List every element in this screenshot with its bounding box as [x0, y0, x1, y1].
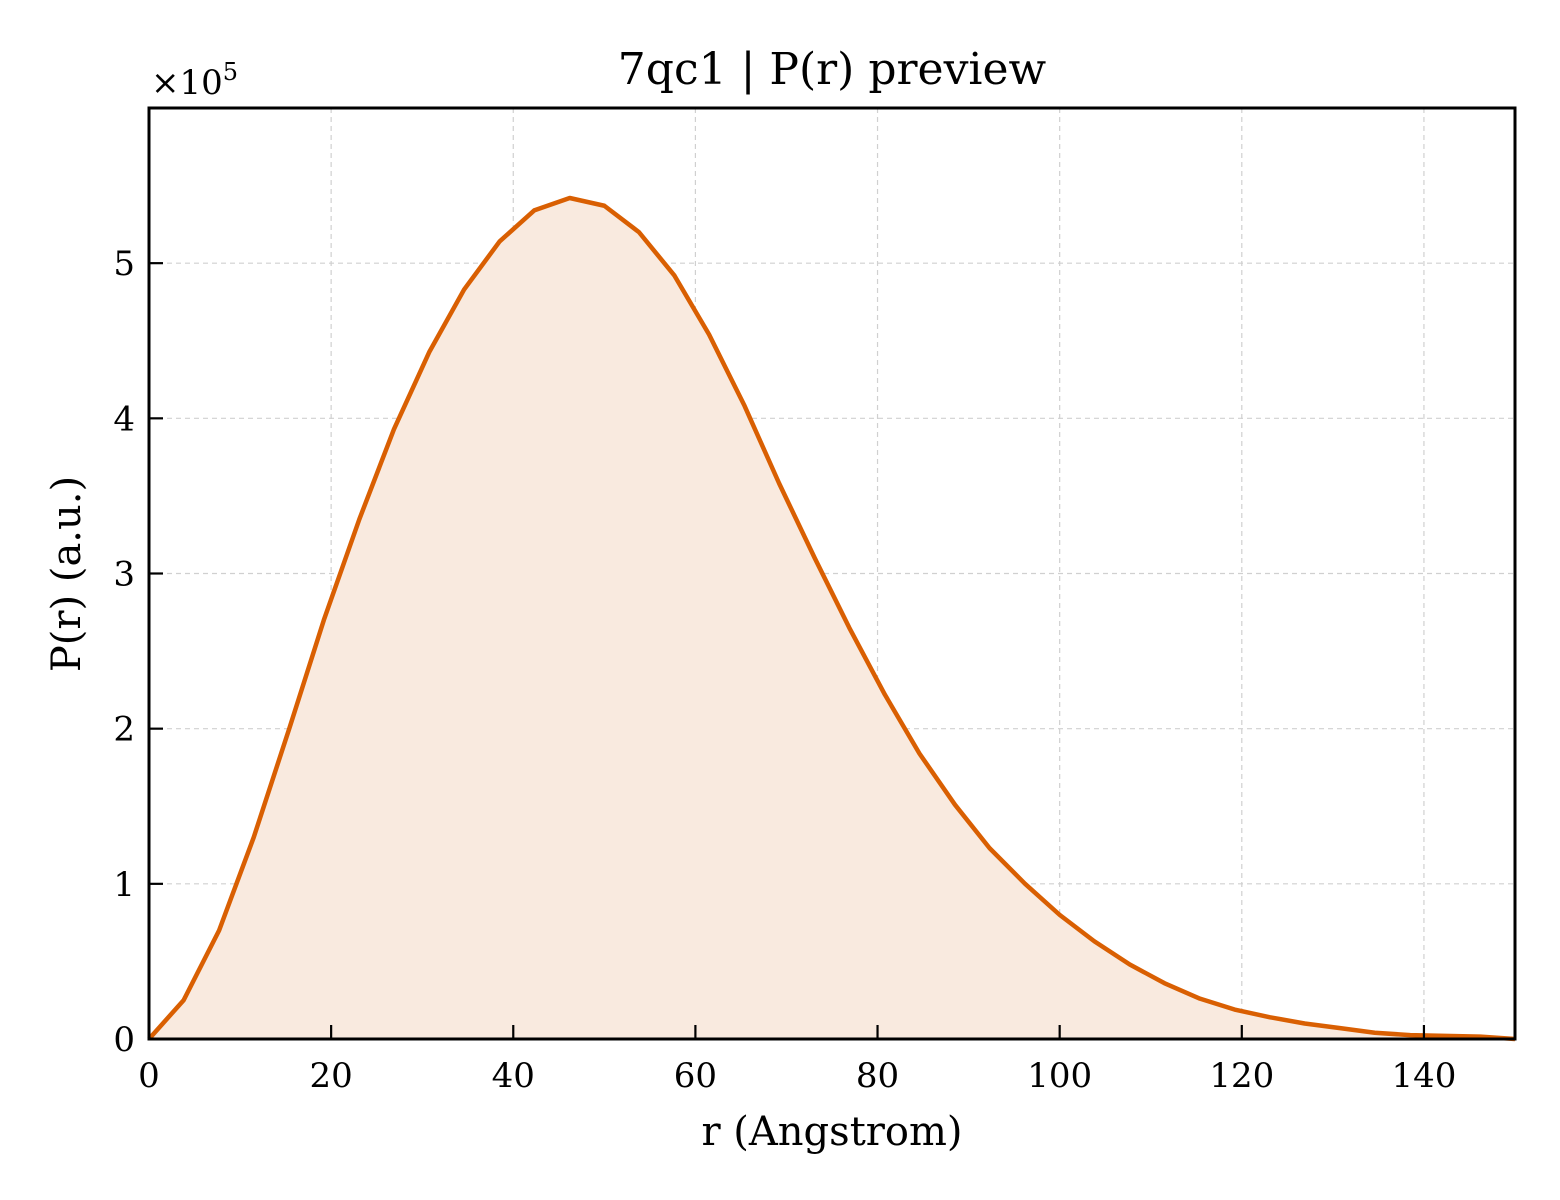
x-tick-label: 140	[1391, 1056, 1456, 1096]
pr-curve-line	[147, 195, 1516, 1042]
x-tick-label: 40	[492, 1056, 535, 1096]
x-tick-label: 100	[1027, 1056, 1092, 1096]
y-tick-label: 5	[113, 244, 135, 284]
x-tick-label: 0	[138, 1056, 160, 1096]
y-tick-label: 1	[113, 865, 135, 905]
y-multiplier: ×105	[151, 58, 238, 103]
y-multiplier-base: ×10	[151, 63, 223, 103]
y-ticks: 0 1 2 3 4 5	[113, 244, 163, 1060]
y-axis-label: P(r) (a.u.)	[44, 476, 90, 672]
x-tick-label: 80	[856, 1056, 899, 1096]
y-tick-label: 4	[113, 399, 135, 439]
x-tick-label: 60	[674, 1056, 717, 1096]
x-tick-label: 120	[1209, 1056, 1274, 1096]
pr-area-fill	[149, 198, 1515, 1039]
x-axis-label: r (Angstrom)	[701, 1109, 962, 1155]
y-multiplier-exponent: 5	[223, 58, 238, 86]
x-ticks: 0 20 40 60 80 100 120 140	[138, 1025, 1456, 1096]
chart-title: 7qc1 | P(r) preview	[618, 44, 1047, 95]
y-tick-label: 0	[113, 1020, 135, 1060]
y-tick-label: 3	[113, 555, 135, 595]
y-tick-label: 2	[113, 710, 135, 750]
x-tick-label: 20	[310, 1056, 353, 1096]
